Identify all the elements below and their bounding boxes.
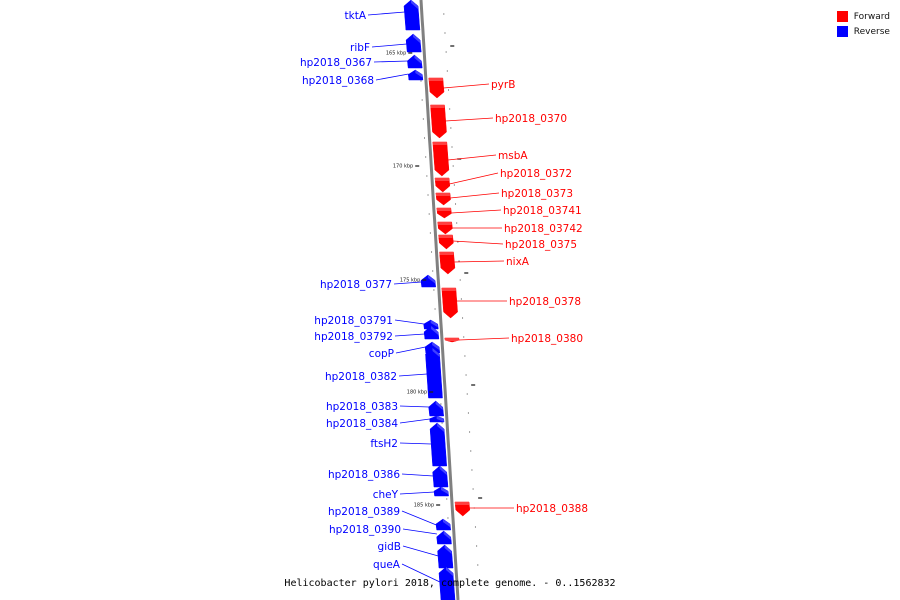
legend-reverse-swatch [836,26,848,37]
gene-label-copP: copP [369,348,394,360]
gene-label-tktA: tktA [345,10,367,22]
gene-feature-hp2018_0368 [408,69,424,81]
gene-leader-msbA [447,154,497,161]
gene-leader-hp2018_0375 [452,240,504,245]
gene-label-hp2018_0390: hp2018_0390 [329,524,401,536]
gene-label-hp2018_0384: hp2018_0384 [326,418,398,430]
gene-label-hp2018_0388: hp2018_0388 [516,503,588,515]
gene-feature-hp2018_0372 [434,177,451,193]
gene-leader-hp2018_0377 [393,281,422,285]
gene-feature-msbA [432,141,450,177]
gene-label-hp2018_0386: hp2018_0386 [328,469,400,481]
gene-label-cheY: cheY [373,489,399,501]
gene-label-hp2018_0382: hp2018_0382 [325,371,397,383]
gene-leader-hp2018_03741 [451,209,502,214]
gene-feature-hp2018_03741 [436,207,452,219]
gene-leader-ftsH2 [399,442,432,445]
gene-label-ribF: ribF [350,42,370,54]
gene-label-queA: queA [373,559,401,571]
legend-forward-label: Forward [853,11,890,22]
gene-label-hp2018_03791: hp2018_03791 [314,315,393,327]
scale-label: 175 kbp [400,278,420,284]
legend-forward-swatch [836,11,848,22]
gene-feature-cheY [433,486,449,497]
gene-leader-hp2018_0389 [401,510,437,526]
gene-leader-hp2018_0373 [450,192,500,199]
gene-feature-hp2018_0389 [435,518,451,531]
gene-feature-hp2018_0370 [430,104,447,139]
legend: Forward Reverse [836,9,890,39]
legend-forward: Forward [836,9,890,24]
gene-label-hp2018_03792: hp2018_03792 [314,331,393,343]
gene-leader-hp2018_0386 [401,473,434,477]
gene-feature-pyrB [428,77,445,99]
scale-label: 185 kbp [414,503,434,509]
gene-leader-hp2018_0384 [399,418,430,424]
map-caption: Helicobacter pylori 2018, complete genom… [284,578,616,589]
gene-label-hp2018_0377: hp2018_0377 [320,279,392,291]
legend-reverse-label: Reverse [853,26,890,37]
gene-label-hp2018_0378: hp2018_0378 [509,296,581,308]
gene-feature-hp2018_0378 [441,287,458,319]
gene-leader-ribF [371,43,407,48]
gene-label-nixA: nixA [506,256,530,268]
gene-leader-hp2018_0390 [402,528,437,535]
gene-label-hp2018_0373: hp2018_0373 [501,188,573,200]
genome-backbone [419,0,460,600]
gene-leader-tktA [367,11,405,16]
gene-feature-hp2018_0384 [429,415,445,423]
gene-label-hp2018_0380: hp2018_0380 [511,333,583,345]
scale-label: 165 kbp [386,51,406,57]
gene-labels: tktA ribF hp2018_0367 hp2018_0368 pyrB hp2018… [300,10,588,583]
gene-leader-pyrB [443,83,490,89]
gene-label-hp2018_0383: hp2018_0383 [326,401,398,413]
gene-feature-hp2018_0390 [436,530,452,545]
gene-feature-hp2018_03792 [423,325,440,340]
gene-feature-hp2018_0377 [420,274,436,288]
gene-leader-hp2018_0380 [458,337,510,341]
gene-label-hp2018_0389: hp2018_0389 [328,506,400,518]
gene-feature-nixA [439,251,456,275]
gene-label-hp2018_0375: hp2018_0375 [505,239,577,251]
gene-label-ftsH2: ftsH2 [370,438,398,450]
gene-label-hp2018_0368: hp2018_0368 [302,75,374,87]
gene-feature-hp2018_0367 [407,54,423,69]
gene-leader-hp2018_0382 [398,373,428,377]
gene-leader-cheY [399,491,435,495]
gene-feature-hp2018_0382 [425,347,443,399]
scale-label: 180 kbp [407,390,427,396]
gene-leader-nixA [454,260,505,263]
gene-feature-queA [438,566,456,600]
legend-reverse: Reverse [836,24,890,39]
gene-label-hp2018_03742: hp2018_03742 [504,223,583,235]
gene-leader-hp2018_0368 [375,73,409,81]
gene-feature-hp2018_0388 [454,501,471,517]
gene-label-gidB: gidB [378,541,401,553]
gene-leader-copP [395,346,426,354]
gene-label-pyrB: pyrB [491,79,515,91]
gene-leader-gidB [402,545,439,557]
gene-features [403,0,471,600]
gene-label-hp2018_0370: hp2018_0370 [495,113,567,125]
gene-leader-hp2018_03791 [394,319,425,325]
gene-leader-hp2018_0383 [399,405,430,408]
gene-label-hp2018_0372: hp2018_0372 [500,168,572,180]
gene-feature-hp2018_0380 [444,337,460,343]
gene-leader-hp2018_0367 [373,60,408,63]
gene-leader-hp2018_0372 [449,172,499,185]
gene-feature-hp2018_0373 [435,192,451,206]
gene-label-hp2018_0367: hp2018_0367 [300,57,372,69]
gene-feature-tktA [403,0,421,31]
gene-label-msbA: msbA [498,150,528,162]
gene-label-hp2018_03741: hp2018_03741 [503,205,582,217]
gene-leader-queA [401,563,441,583]
gene-feature-ribF [405,33,422,53]
gene-feature-hp2018_0375 [438,234,454,250]
gene-leader-hp2018_03792 [394,333,425,337]
gene-leader-hp2018_0370 [445,117,494,122]
gene-feature-hp2018_03742 [437,221,453,235]
gene-feature-ftsH2 [429,422,447,467]
scale-label: 170 kbp [393,164,413,170]
